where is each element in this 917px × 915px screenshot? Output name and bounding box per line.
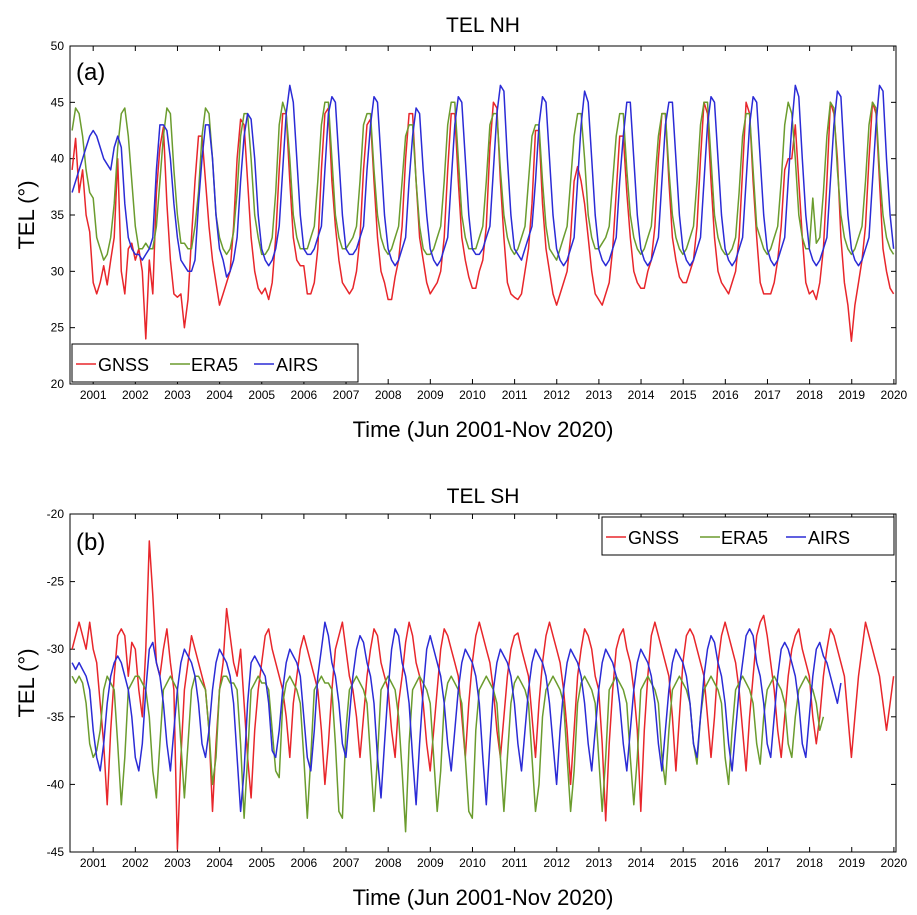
xtick-label-b-3: 2004 <box>206 856 233 870</box>
panel-b-series <box>71 540 895 851</box>
panel-a-series <box>71 84 895 342</box>
xtick-label-b-10: 2011 <box>502 856 528 870</box>
xtick-label-b-1: 2002 <box>122 856 149 870</box>
xtick-label-b-2: 2003 <box>164 856 191 870</box>
xtick-label-a-12: 2013 <box>586 388 613 402</box>
xtick-label-b-13: 2014 <box>628 856 655 870</box>
legend-a-airs-label: AIRS <box>276 355 318 375</box>
ytick-label-b-3: -30 <box>47 642 65 656</box>
xtick-label-b-5: 2006 <box>291 856 318 870</box>
ytick-label-a-2: 30 <box>51 264 65 278</box>
xtick-label-a-10: 2011 <box>502 388 528 402</box>
xtick-label-a-5: 2006 <box>291 388 318 402</box>
ytick-label-b-0: -45 <box>47 845 65 859</box>
ytick-label-a-6: 50 <box>51 39 65 53</box>
xtick-label-a-14: 2015 <box>670 388 697 402</box>
xtick-label-b-12: 2013 <box>586 856 613 870</box>
xtick-label-b-17: 2018 <box>796 856 823 870</box>
panel-b-x-axis-label: Time (Jun 2001-Nov 2020) <box>353 885 614 910</box>
xtick-label-b-9: 2010 <box>459 856 486 870</box>
panel-a-ticks: 20 25 30 35 40 45 50 2001 2002 2003 2004 2005 2006 20… <box>51 39 908 402</box>
panel-b-ticks: -45 -40 -35 -30 -25 -20 2001 2002 2003 2004 2005 20… <box>47 507 908 870</box>
xtick-label-a-0: 2001 <box>80 388 107 402</box>
xtick-label-a-1: 2002 <box>122 388 149 402</box>
panel-a: TEL NH 20 25 30 35 40 45 50 2001 2002 2003 2004 200… <box>14 14 908 442</box>
legend-a-gnss-label: GNSS <box>98 355 149 375</box>
ytick-label-a-0: 20 <box>51 377 65 391</box>
ytick-label-a-4: 40 <box>51 152 65 166</box>
ytick-label-a-5: 45 <box>51 95 65 109</box>
series-line-a-era5 <box>71 101 895 261</box>
xtick-label-b-19: 2020 <box>881 856 908 870</box>
ytick-label-a-1: 25 <box>51 321 65 335</box>
xtick-label-a-6: 2007 <box>333 388 360 402</box>
ytick-label-b-5: -20 <box>47 507 65 521</box>
panel-b-legend: GNSS ERA5 AIRS <box>601 516 895 556</box>
xtick-label-b-6: 2007 <box>333 856 360 870</box>
series-line-a-airs <box>71 84 895 278</box>
legend-b-airs-label: AIRS <box>808 528 850 548</box>
legend-b-era5-label: ERA5 <box>721 528 768 548</box>
xtick-label-a-13: 2014 <box>628 388 655 402</box>
panel-b-y-axis-label: TEL (°) <box>14 648 39 717</box>
xtick-label-a-2: 2003 <box>164 388 191 402</box>
xtick-label-a-17: 2018 <box>796 388 823 402</box>
xtick-label-b-8: 2009 <box>417 856 444 870</box>
xtick-label-b-18: 2019 <box>838 856 865 870</box>
panel-a-y-axis-label: TEL (°) <box>14 180 39 249</box>
xtick-label-a-16: 2017 <box>754 388 781 402</box>
xtick-label-a-8: 2009 <box>417 388 444 402</box>
xtick-label-a-3: 2004 <box>206 388 233 402</box>
ytick-label-b-4: -25 <box>47 575 65 589</box>
series-line-a-gnss <box>71 101 895 342</box>
ytick-label-b-2: -35 <box>47 710 65 724</box>
ytick-label-b-1: -40 <box>47 777 65 791</box>
xtick-label-a-19: 2020 <box>881 388 908 402</box>
panel-b-title: TEL SH <box>447 485 520 508</box>
xtick-label-a-18: 2019 <box>838 388 865 402</box>
panel-b: TEL SH -45 -40 -35 -30 -25 -20 2001 2002 2003 200… <box>14 485 908 910</box>
panel-a-legend: GNSS ERA5 AIRS <box>71 343 359 383</box>
ytick-label-a-3: 35 <box>51 208 65 222</box>
legend-b-gnss-label: GNSS <box>628 528 679 548</box>
xtick-label-b-14: 2015 <box>670 856 697 870</box>
xtick-label-a-11: 2012 <box>543 388 570 402</box>
xtick-label-a-15: 2016 <box>712 388 739 402</box>
xtick-label-a-7: 2008 <box>375 388 402 402</box>
xtick-label-b-7: 2008 <box>375 856 402 870</box>
xtick-label-b-4: 2005 <box>248 856 275 870</box>
series-line-b-airs <box>71 621 842 813</box>
panel-a-x-axis-label: Time (Jun 2001-Nov 2020) <box>353 417 614 442</box>
panel-b-label: (b) <box>76 529 105 556</box>
xtick-label-b-15: 2016 <box>712 856 739 870</box>
xtick-label-b-16: 2017 <box>754 856 781 870</box>
xtick-label-b-0: 2001 <box>80 856 107 870</box>
xtick-label-a-9: 2010 <box>459 388 486 402</box>
xtick-label-a-4: 2005 <box>248 388 275 402</box>
xtick-label-b-11: 2012 <box>543 856 570 870</box>
panel-a-label: (a) <box>76 59 105 86</box>
panel-a-title: TEL NH <box>446 14 520 37</box>
legend-a-era5-label: ERA5 <box>191 355 238 375</box>
